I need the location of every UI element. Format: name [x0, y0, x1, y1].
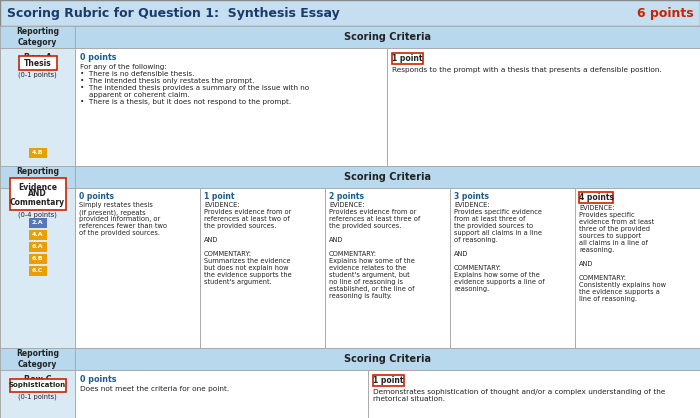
Text: 2 points: 2 points: [329, 192, 364, 201]
Bar: [579, 192, 613, 203]
Bar: [29, 218, 46, 228]
Text: Row B: Row B: [24, 193, 51, 202]
Bar: [10, 178, 66, 210]
Text: 6.B: 6.B: [32, 257, 43, 262]
Bar: [29, 266, 46, 276]
Text: Responds to the prompt with a thesis that presents a defensible position.: Responds to the prompt with a thesis tha…: [392, 67, 662, 73]
Bar: [75, 26, 700, 48]
Bar: [0, 370, 75, 418]
Text: Does not meet the criteria for one point.: Does not meet the criteria for one point…: [80, 386, 230, 392]
Bar: [75, 48, 387, 166]
Text: Simply restates thesis
(if present), repeats
provided information, or
references: Simply restates thesis (if present), rep…: [79, 202, 167, 237]
Bar: [75, 370, 368, 418]
Text: 0 points: 0 points: [79, 192, 114, 201]
Text: Sophistication: Sophistication: [9, 382, 66, 388]
Text: Demonstrates sophistication of thought and/or a complex understanding of the rhe: Demonstrates sophistication of thought a…: [373, 389, 666, 402]
Bar: [387, 48, 700, 166]
Bar: [373, 375, 404, 386]
Text: EVIDENCE:
Provides evidence from or
references at least two of
the provided sour: EVIDENCE: Provides evidence from or refe…: [204, 202, 292, 285]
Text: 1 point: 1 point: [204, 192, 234, 201]
Text: AND: AND: [28, 189, 47, 199]
Text: (0-4 points): (0-4 points): [18, 212, 57, 219]
Text: 0 points: 0 points: [80, 375, 116, 384]
Text: 6.A: 6.A: [32, 245, 43, 250]
Bar: [10, 379, 66, 392]
Bar: [75, 188, 200, 348]
Text: Evidence: Evidence: [18, 183, 57, 192]
Bar: [0, 348, 75, 370]
Text: 0 points: 0 points: [80, 53, 116, 62]
Bar: [75, 166, 700, 188]
Text: 2.A: 2.A: [32, 221, 43, 225]
Bar: [0, 188, 75, 348]
Text: For any of the following:
•  There is no defensible thesis.
•  The intended thes: For any of the following: • There is no …: [80, 64, 309, 105]
Bar: [0, 26, 75, 48]
Bar: [0, 0, 700, 26]
Bar: [18, 56, 57, 70]
Bar: [368, 370, 700, 418]
Bar: [29, 148, 46, 158]
Text: Thesis: Thesis: [24, 59, 51, 67]
Text: Reporting
Category: Reporting Category: [16, 349, 59, 369]
Text: Reporting
Category: Reporting Category: [16, 167, 59, 187]
Text: 6.C: 6.C: [32, 268, 43, 273]
Bar: [200, 188, 325, 348]
Bar: [0, 166, 75, 188]
Text: Commentary: Commentary: [10, 198, 65, 207]
Text: (0-1 points): (0-1 points): [18, 72, 57, 79]
Text: 1 point: 1 point: [373, 376, 403, 385]
Text: Row A: Row A: [24, 53, 52, 62]
Bar: [29, 230, 46, 240]
Text: 1 point: 1 point: [392, 54, 423, 63]
Text: 4 points: 4 points: [579, 193, 614, 202]
Bar: [392, 53, 423, 64]
Text: Reporting
Category: Reporting Category: [16, 27, 59, 47]
Bar: [450, 188, 575, 348]
Text: Scoring Criteria: Scoring Criteria: [344, 172, 431, 182]
Text: Scoring Rubric for Question 1:  Synthesis Essay: Scoring Rubric for Question 1: Synthesis…: [7, 7, 340, 20]
Bar: [75, 348, 700, 370]
Text: (0-1 points): (0-1 points): [18, 394, 57, 400]
Bar: [29, 242, 46, 252]
Bar: [0, 48, 75, 166]
Text: 3 points: 3 points: [454, 192, 489, 201]
Bar: [575, 188, 700, 348]
Text: 4.B: 4.B: [32, 150, 43, 155]
Bar: [325, 188, 450, 348]
Text: EVIDENCE:
Provides specific evidence
from at least three of
the provided sources: EVIDENCE: Provides specific evidence fro…: [454, 202, 545, 292]
Text: 4.A: 4.A: [32, 232, 43, 237]
Text: Scoring Criteria: Scoring Criteria: [344, 32, 431, 42]
Text: EVIDENCE:
Provides evidence from or
references at least three of
the provided so: EVIDENCE: Provides evidence from or refe…: [329, 202, 420, 299]
Text: Scoring Criteria: Scoring Criteria: [344, 354, 431, 364]
Text: Row C: Row C: [24, 375, 51, 384]
Bar: [29, 254, 46, 264]
Text: 6 points: 6 points: [638, 7, 694, 20]
Text: EVIDENCE:
Provides specific
evidence from at least
three of the provided
sources: EVIDENCE: Provides specific evidence fro…: [579, 205, 666, 302]
